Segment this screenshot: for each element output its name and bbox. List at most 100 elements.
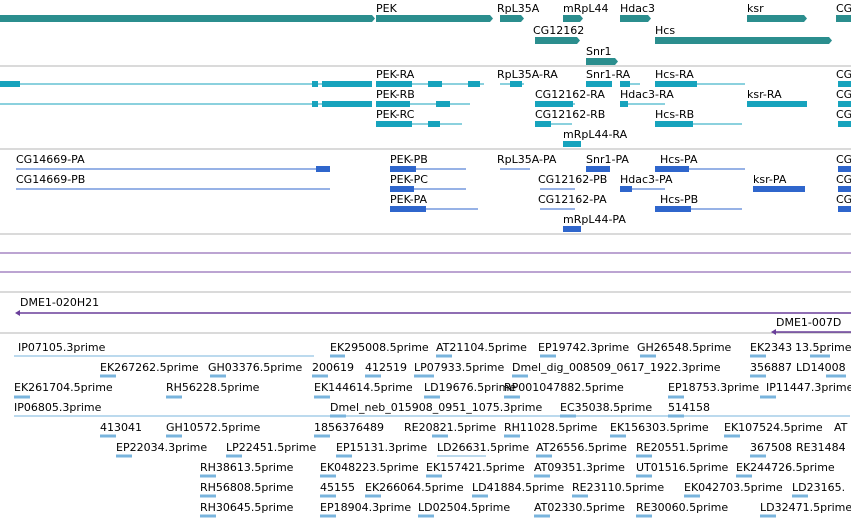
- est-label: RH30645.5prime: [200, 501, 294, 514]
- est-track: [14, 354, 850, 518]
- est-label: AT: [834, 421, 848, 434]
- clone-arrow: [771, 329, 776, 335]
- est-label: GH03376.5prime: [208, 361, 303, 374]
- est-label: LD02504.5prime: [418, 501, 510, 514]
- gene-label: PEK: [376, 2, 398, 15]
- protein-label: Hcs-PB: [660, 193, 698, 206]
- exon: [0, 81, 20, 87]
- clone-label: DME1-020H21: [20, 296, 99, 309]
- est-label: EP15131.3prime: [336, 441, 427, 454]
- est-label: RP001047882.5prime: [504, 381, 624, 394]
- transcript-label: PEK-RC: [376, 108, 415, 121]
- est-label: EP22034.3prime: [116, 441, 207, 454]
- est-label: AT02330.5prime: [534, 501, 625, 514]
- gene-label: Hdac3: [620, 2, 655, 15]
- est-label: RH38613.5prime: [200, 461, 294, 474]
- protein-label: Hdac3-PA: [620, 173, 673, 186]
- protein-label: CG12162-PA: [538, 193, 607, 206]
- protein-labels: CG14669-PA PEK-PB RpL35A-PA Snr1-PA Hcs-…: [16, 153, 851, 226]
- protein-label: PEK-PA: [390, 193, 428, 206]
- est-label: EK107524.5prime: [724, 421, 823, 434]
- est-label: LP22451.5prime: [226, 441, 317, 454]
- protein-label: CG14669-PA: [16, 153, 85, 166]
- gene-feature[interactable]: [535, 37, 580, 44]
- est-label: LP07933.5prime: [414, 361, 505, 374]
- est-label: LD14008: [796, 361, 846, 374]
- gene-label: CG: [836, 2, 851, 15]
- gene-label: CG12162: [533, 24, 584, 37]
- gene-feature[interactable]: [836, 15, 851, 22]
- est-label: RE30060.5prime: [636, 501, 728, 514]
- est-label: EK244726.5prime: [736, 461, 835, 474]
- gene-label: RpL35A: [497, 2, 540, 15]
- protein-label: RpL35A-PA: [497, 153, 557, 166]
- transcript-label: PEK-RB: [376, 88, 415, 101]
- est-labels: IP07105.3prime EK295008.5prime AT21104.5…: [14, 341, 851, 514]
- clone-track: DME1-020H21 DME1-007D: [15, 296, 851, 335]
- est-label: IP07105.3prime: [18, 341, 106, 354]
- transcript-track: [0, 81, 851, 147]
- gene-feature[interactable]: [500, 15, 524, 22]
- est-label: EK261704.5prime: [14, 381, 113, 394]
- est-label: EK048223.5prime: [320, 461, 419, 474]
- protein-label: ksr-PA: [753, 173, 787, 186]
- est-label: RE23110.5prime: [572, 481, 664, 494]
- gene-feature[interactable]: [620, 15, 651, 22]
- est-label: Dmel_neb_015908_0951_1075.3prime: [330, 401, 542, 414]
- transcript-label: CG12162-RB: [535, 108, 605, 121]
- est-label: LD26631.5prime: [437, 441, 529, 454]
- est-label: IP06805.3prime: [14, 401, 102, 414]
- est-label: EK144614.5prime: [314, 381, 413, 394]
- transcript-label: Snr1-RA: [586, 68, 631, 81]
- track-separators: [0, 65, 851, 334]
- clone-label: DME1-007D: [776, 316, 841, 329]
- gene-label: ksr: [747, 2, 764, 15]
- est-label: LD41884.5prime: [472, 481, 564, 494]
- est-label: AT09351.3prime: [534, 461, 625, 474]
- est-label: EK042703.5prime: [684, 481, 783, 494]
- est-label: EP19742.3prime: [538, 341, 629, 354]
- transcript-label: CG12162-RA: [535, 88, 605, 101]
- gene-feature[interactable]: [0, 15, 375, 22]
- transcript-label: CG: [836, 88, 851, 101]
- protein-label: CG: [836, 153, 851, 166]
- gene-feature[interactable]: [747, 15, 807, 22]
- transcript-label: Hcs-RA: [655, 68, 694, 81]
- gene-feature[interactable]: [563, 15, 583, 22]
- transcript-label: RpL35A-RA: [497, 68, 558, 81]
- gene-feature[interactable]: [586, 58, 618, 65]
- gene-labels: PEK RpL35A mRpL44 Hdac3 ksr CG CG12162 H…: [376, 2, 851, 58]
- est-label: AT21104.5prime: [436, 341, 527, 354]
- est-label: 1856376489: [314, 421, 384, 434]
- est-label: AT26556.5prime: [536, 441, 627, 454]
- est-label: Dmel_dig_008509_0617_1922.3prime: [512, 361, 721, 374]
- est-label: LD32471.5prime: [760, 501, 851, 514]
- est-label: RE20551.5prime: [636, 441, 728, 454]
- est-label: EK266064.5prime: [365, 481, 464, 494]
- est-label: IP11447.3prime: [766, 381, 851, 394]
- est-label: EK157421.5prime: [426, 461, 525, 474]
- transcript-label: PEK-RA: [376, 68, 415, 81]
- est-label: EP18904.3prime: [320, 501, 411, 514]
- transcript-label: CG: [836, 108, 851, 121]
- est-label: RE20821.5prime: [404, 421, 496, 434]
- gene-feature[interactable]: [655, 37, 832, 44]
- est-label: EC35038.5prime: [560, 401, 652, 414]
- est-label: GH26548.5prime: [637, 341, 732, 354]
- protein-label: CG: [836, 193, 851, 206]
- protein-label: PEK-PB: [390, 153, 428, 166]
- transcript-label: mRpL44-RA: [563, 128, 628, 141]
- est-label: EP18753.3prime: [668, 381, 759, 394]
- gene-feature[interactable]: [376, 15, 493, 22]
- est-label: EK156303.5prime: [610, 421, 709, 434]
- clone-arrow: [15, 310, 20, 316]
- est-label: EK295008.5prime: [330, 341, 429, 354]
- exon: [322, 81, 372, 87]
- est-label: 367508: [750, 441, 792, 454]
- est-label: LD19676.5prime: [424, 381, 516, 394]
- est-label: EK2343: [750, 341, 792, 354]
- transcript-label: CG: [836, 68, 851, 81]
- protein-label: CG14669-PB: [16, 173, 85, 186]
